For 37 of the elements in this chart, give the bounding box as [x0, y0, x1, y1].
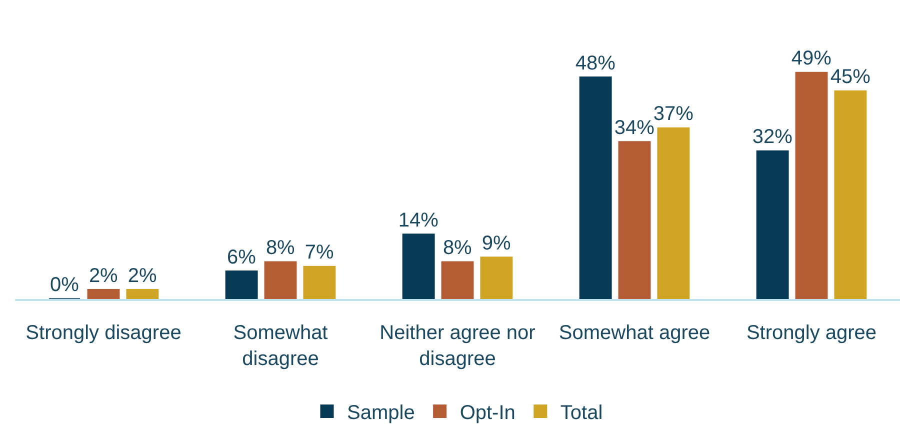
legend-label: Total [560, 402, 603, 424]
x-tick-label: Somewhat agree [558, 322, 710, 344]
x-tick-label: Strongly disagree [26, 322, 182, 344]
data-label: 8% [266, 237, 296, 260]
bar [834, 90, 867, 299]
bar [480, 256, 513, 299]
data-label: 34% [614, 116, 655, 139]
data-label: 37% [653, 103, 694, 126]
bar [264, 261, 297, 299]
bar [126, 289, 159, 299]
bar [441, 261, 474, 299]
data-label: 48% [575, 52, 616, 74]
data-label: 2% [88, 264, 118, 287]
bar [579, 76, 612, 299]
data-label: 7% [304, 242, 334, 264]
bar [87, 289, 120, 299]
data-label: 8% [442, 237, 472, 260]
bar [618, 141, 651, 299]
data-label: 2% [128, 264, 157, 287]
bar [657, 127, 690, 299]
legend-label: Sample [347, 402, 415, 424]
bar [225, 270, 258, 299]
bar [303, 266, 336, 299]
bar [402, 234, 435, 299]
data-label: 9% [482, 232, 511, 254]
data-label: 45% [830, 66, 871, 88]
data-label: 32% [752, 126, 793, 148]
data-label: 49% [791, 48, 832, 70]
legend-label: Opt-In [460, 402, 516, 424]
data-label: 6% [227, 246, 256, 268]
data-label: 14% [398, 209, 439, 232]
data-label: 0% [50, 274, 80, 296]
x-tick-label: Strongly agree [746, 322, 877, 344]
bar [756, 150, 789, 299]
x-tick-label: Neither agree nor disagree [380, 322, 536, 370]
bar [795, 72, 828, 299]
x-tick-label: Somewhat disagree [233, 322, 328, 370]
